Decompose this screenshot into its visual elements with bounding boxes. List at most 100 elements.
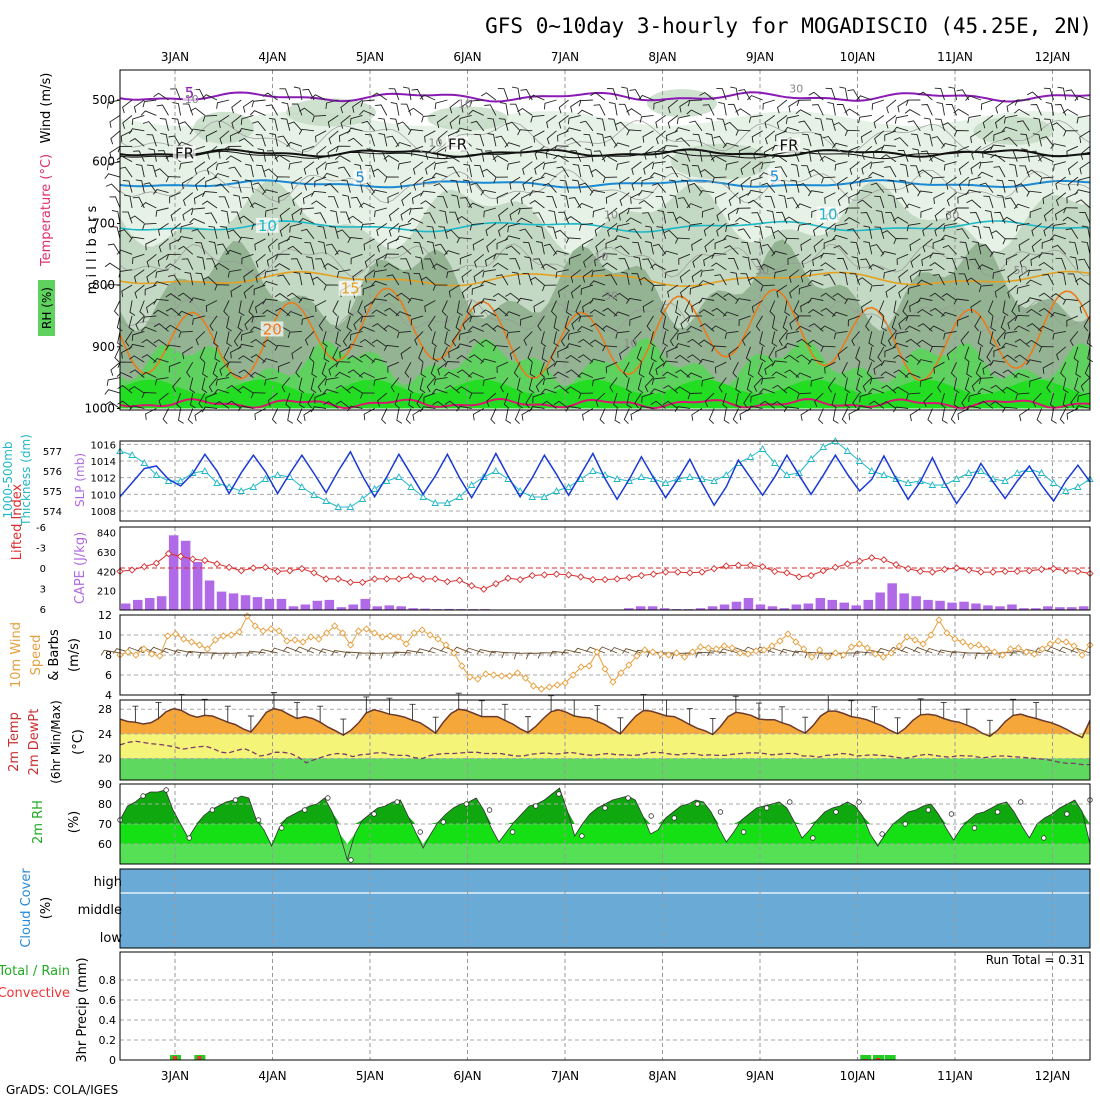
wind-barb xyxy=(121,284,133,298)
wind-barb xyxy=(214,401,230,409)
cloud-bg xyxy=(120,869,1090,948)
wind-barb xyxy=(810,377,824,387)
wind-barb xyxy=(993,346,1006,358)
wind-barb xyxy=(384,176,399,183)
rh-base-band xyxy=(120,844,1090,864)
wind-barb xyxy=(556,166,569,178)
rh-blob xyxy=(671,143,771,180)
wind-barb xyxy=(701,377,715,387)
wind-barb xyxy=(1051,408,1057,424)
day-label: 10JAN xyxy=(840,50,876,64)
wind-barb xyxy=(311,276,327,286)
wind-barb xyxy=(395,141,412,148)
wind-barb xyxy=(660,300,667,317)
wind-barb xyxy=(449,99,460,114)
wind-barb xyxy=(650,263,666,271)
wind-barb xyxy=(411,88,424,101)
wind-barb xyxy=(404,361,412,378)
contour-label-bg xyxy=(255,217,279,233)
wind-barb xyxy=(929,262,945,271)
wind-barb xyxy=(1038,325,1054,332)
wind-barb xyxy=(906,392,921,400)
wind-barb xyxy=(335,384,351,394)
wind-barb xyxy=(129,300,136,316)
wind-barb xyxy=(831,234,848,241)
wind-barb xyxy=(1067,273,1079,286)
cape-bar xyxy=(145,598,155,610)
wind-barb xyxy=(852,392,860,409)
cape-bar xyxy=(995,606,1005,610)
cape-bar xyxy=(1007,604,1017,610)
wind-barb xyxy=(669,194,679,209)
cape-tick: 420 xyxy=(97,567,116,578)
wind-barb xyxy=(486,392,497,407)
wind-barb xyxy=(942,244,957,255)
wind-barb xyxy=(278,192,290,204)
wind-barb xyxy=(486,238,497,253)
wind-barb xyxy=(1009,163,1018,178)
wind-barb xyxy=(990,154,1006,163)
wind-barb xyxy=(679,269,691,283)
data-point xyxy=(971,825,978,831)
wind-barb xyxy=(1066,192,1079,204)
wind-barb xyxy=(293,271,303,286)
wind-barb xyxy=(643,145,654,160)
wind-barb xyxy=(979,182,994,193)
wind-barb xyxy=(205,300,218,312)
wind-barb xyxy=(1040,136,1054,147)
upper-air-legend: RH (%)Temperature (°C)Wind (m/s) xyxy=(38,73,55,336)
wind-barb xyxy=(737,228,751,240)
wind-barb xyxy=(299,207,315,215)
wind-barb xyxy=(201,94,218,101)
wind-barb xyxy=(343,651,363,658)
wind-barb xyxy=(362,284,375,296)
data-point xyxy=(847,643,856,651)
wind-barb xyxy=(565,343,581,349)
wind-barb xyxy=(615,121,630,132)
wind-barb xyxy=(275,253,290,260)
wind-barb xyxy=(291,346,303,360)
cape-label: CAPE (J/kg) xyxy=(73,532,88,604)
wind-barb xyxy=(311,362,318,378)
wind-barb xyxy=(858,114,872,124)
wind-barb xyxy=(514,408,521,425)
wind-barb xyxy=(662,145,678,152)
wind-barb xyxy=(700,269,715,278)
wind-barb xyxy=(679,284,691,299)
data-point xyxy=(736,649,744,657)
wind-barb xyxy=(891,315,898,332)
wind-barb xyxy=(856,95,872,101)
wind-barb xyxy=(315,161,327,175)
wind-barb xyxy=(607,207,618,222)
wind-barb xyxy=(814,117,824,131)
contour-label: 10 xyxy=(258,217,277,235)
wind-barb xyxy=(193,192,206,205)
minmax-whisker xyxy=(247,715,254,732)
wind-barb xyxy=(917,190,933,197)
wind-barb xyxy=(767,647,788,654)
wind-barb xyxy=(1003,114,1018,124)
wind-barb xyxy=(542,161,557,170)
wind-barb xyxy=(1015,392,1030,400)
wind-barb xyxy=(165,263,181,271)
wind-barb xyxy=(711,345,727,352)
wind-barb xyxy=(965,189,981,196)
minmax-whisker xyxy=(501,703,508,721)
wind-barb xyxy=(718,101,727,116)
wind-barb xyxy=(229,130,242,142)
wind-barb xyxy=(437,361,448,376)
data-point xyxy=(728,644,736,652)
wind-barb xyxy=(266,253,278,267)
wind-barb xyxy=(529,190,545,197)
wind-barb xyxy=(1062,108,1079,116)
wind-barb xyxy=(567,114,581,125)
wind-barb xyxy=(511,271,521,286)
wind-barb xyxy=(779,648,800,655)
data-point xyxy=(480,585,488,593)
data-point xyxy=(686,473,694,480)
wind-barb xyxy=(711,252,727,259)
wind-barb xyxy=(820,262,836,271)
cape-bar xyxy=(444,608,454,610)
wind-barb xyxy=(1002,369,1018,378)
